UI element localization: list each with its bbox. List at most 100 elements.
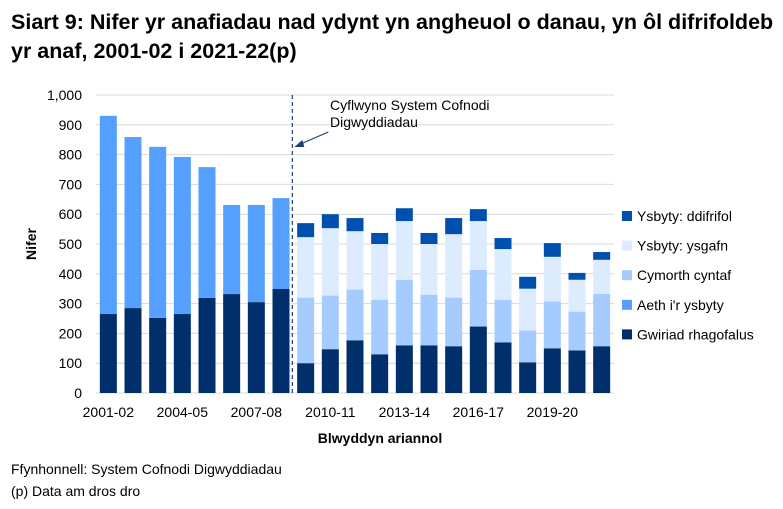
bar-gwiriad-rhagofalus-2007-08 xyxy=(247,302,265,393)
x-tick-label: 2004-05 xyxy=(157,404,209,420)
bar-gwiriad-rhagofalus-2002-03 xyxy=(124,308,142,393)
bar-gwiriad-rhagofalus-2018-19 xyxy=(519,362,537,393)
bar-cymorth-cyntaf-2011-12 xyxy=(346,289,364,341)
bar-gwiriad-rhagofalus-2005-06 xyxy=(198,297,216,393)
bar-aeth-i-r-ysbyty-2005-06 xyxy=(198,167,216,298)
x-axis-title: Blwyddyn ariannol xyxy=(318,430,442,446)
y-axis-title: Nifer xyxy=(23,228,39,260)
bar-ysbyty-ddifrifol-2021-22 xyxy=(593,252,611,260)
x-tick-label: 2010-11 xyxy=(305,404,356,420)
bar-cymorth-cyntaf-2010-11 xyxy=(321,295,339,350)
bar-cymorth-cyntaf-2015-16 xyxy=(445,297,463,347)
bar-ysbyty-ysgafn-2010-11 xyxy=(321,228,339,296)
bar-gwiriad-rhagofalus-2021-22 xyxy=(593,346,611,393)
bar-cymorth-cyntaf-2017-18 xyxy=(494,299,512,343)
bar-gwiriad-rhagofalus-2013-14 xyxy=(395,345,413,393)
y-tick-label: 1,000 xyxy=(47,87,82,103)
bar-cymorth-cyntaf-2013-14 xyxy=(395,279,413,346)
bar-ysbyty-ysgafn-2020-21 xyxy=(568,279,586,312)
annotation-text-line2: Digwyddiadau xyxy=(330,114,418,130)
bar-aeth-i-r-ysbyty-2004-05 xyxy=(173,156,191,315)
x-tick-label: 2001-02 xyxy=(83,404,135,420)
y-tick-label: 400 xyxy=(59,266,83,282)
bar-gwiriad-rhagofalus-2011-12 xyxy=(346,340,364,393)
y-tick-label: 600 xyxy=(59,206,83,222)
bar-cymorth-cyntaf-2014-15 xyxy=(420,294,438,346)
x-tick-label: 2019-20 xyxy=(527,404,579,420)
legend-label: Cymorth cyntaf xyxy=(637,267,731,283)
bar-ysbyty-ysgafn-2018-19 xyxy=(519,288,537,331)
bar-ysbyty-ddifrifol-2010-11 xyxy=(321,214,339,229)
bar-ysbyty-ysgafn-2019-20 xyxy=(543,256,561,302)
bar-ysbyty-ysgafn-2015-16 xyxy=(445,234,463,298)
bar-gwiriad-rhagofalus-2009-10 xyxy=(297,363,315,393)
annotation-arrow-line xyxy=(298,131,329,146)
bar-gwiriad-rhagofalus-2004-05 xyxy=(173,314,191,393)
legend-label: Aeth i'r ysbyty xyxy=(637,297,724,313)
legend-label: Ysbyty: ysgafn xyxy=(637,238,728,254)
bar-aeth-i-r-ysbyty-2001-02 xyxy=(99,115,117,315)
bar-ysbyty-ysgafn-2017-18 xyxy=(494,249,512,300)
bar-ysbyty-ysgafn-2021-22 xyxy=(593,259,611,294)
bar-cymorth-cyntaf-2020-21 xyxy=(568,311,586,351)
bar-ysbyty-ddifrifol-2016-17 xyxy=(469,209,487,222)
bar-ysbyty-ysgafn-2013-14 xyxy=(395,221,413,280)
bar-cymorth-cyntaf-2012-13 xyxy=(371,299,389,355)
legend-swatch xyxy=(622,270,632,281)
provisional-note: (p) Data am dros dro xyxy=(11,483,141,499)
bar-ysbyty-ysgafn-2016-17 xyxy=(469,221,487,270)
bar-ysbyty-ddifrifol-2017-18 xyxy=(494,238,512,250)
bar-ysbyty-ddifrifol-2015-16 xyxy=(445,218,463,235)
bar-cymorth-cyntaf-2021-22 xyxy=(593,293,611,347)
legend-swatch xyxy=(622,329,632,340)
bar-gwiriad-rhagofalus-2008-09 xyxy=(272,288,290,393)
y-tick-label: 0 xyxy=(74,385,82,401)
x-tick-label: 2016-17 xyxy=(453,404,505,420)
bar-gwiriad-rhagofalus-2017-18 xyxy=(494,342,512,393)
bar-aeth-i-r-ysbyty-2006-07 xyxy=(223,204,241,295)
bar-ysbyty-ddifrifol-2014-15 xyxy=(420,232,438,244)
legend-label: Gwiriad rhagofalus xyxy=(637,326,754,342)
legend-swatch xyxy=(622,299,632,310)
bar-gwiriad-rhagofalus-2020-21 xyxy=(568,350,586,393)
bar-gwiriad-rhagofalus-2003-04 xyxy=(149,317,167,393)
y-tick-label: 900 xyxy=(59,117,83,133)
y-tick-label: 500 xyxy=(59,236,83,252)
y-tick-label: 200 xyxy=(59,325,83,341)
annotation-arrowhead-icon xyxy=(294,140,305,147)
bar-aeth-i-r-ysbyty-2007-08 xyxy=(247,204,265,303)
bar-ysbyty-ddifrifol-2018-19 xyxy=(519,276,537,289)
bar-ysbyty-ddifrifol-2011-12 xyxy=(346,218,364,232)
bar-cymorth-cyntaf-2018-19 xyxy=(519,330,537,363)
bar-gwiriad-rhagofalus-2001-02 xyxy=(99,314,117,393)
source-note: Ffynhonnell: System Cofnodi Digwyddiadau xyxy=(11,461,282,477)
y-tick-label: 100 xyxy=(59,355,83,371)
bar-ysbyty-ddifrifol-2009-10 xyxy=(297,223,315,238)
legend-swatch xyxy=(622,240,632,251)
bar-cymorth-cyntaf-2009-10 xyxy=(297,297,315,364)
x-tick-label: 2007-08 xyxy=(231,404,283,420)
bar-ysbyty-ysgafn-2012-13 xyxy=(371,244,389,300)
bar-aeth-i-r-ysbyty-2002-03 xyxy=(124,137,142,309)
bar-ysbyty-ddifrifol-2019-20 xyxy=(543,243,561,257)
bar-gwiriad-rhagofalus-2016-17 xyxy=(469,326,487,393)
legend-label: Ysbyty: ddifrifol xyxy=(637,208,732,224)
bar-gwiriad-rhagofalus-2006-07 xyxy=(223,294,241,393)
bar-gwiriad-rhagofalus-2015-16 xyxy=(445,346,463,393)
bar-aeth-i-r-ysbyty-2008-09 xyxy=(272,198,290,289)
legend-swatch xyxy=(622,211,632,221)
bar-ysbyty-ysgafn-2014-15 xyxy=(420,244,438,295)
bar-gwiriad-rhagofalus-2010-11 xyxy=(321,349,339,393)
bar-cymorth-cyntaf-2016-17 xyxy=(469,269,487,327)
y-tick-label: 300 xyxy=(59,296,83,312)
annotation-text-line1: Cyflwyno System Cofnodi xyxy=(330,97,490,113)
bar-gwiriad-rhagofalus-2014-15 xyxy=(420,345,438,393)
y-tick-label: 800 xyxy=(59,147,83,163)
x-tick-label: 2013-14 xyxy=(379,404,431,420)
bar-ysbyty-ddifrifol-2012-13 xyxy=(371,232,389,244)
bar-ysbyty-ddifrifol-2020-21 xyxy=(568,272,586,280)
bar-gwiriad-rhagofalus-2012-13 xyxy=(371,354,389,393)
y-tick-label: 700 xyxy=(59,176,83,192)
